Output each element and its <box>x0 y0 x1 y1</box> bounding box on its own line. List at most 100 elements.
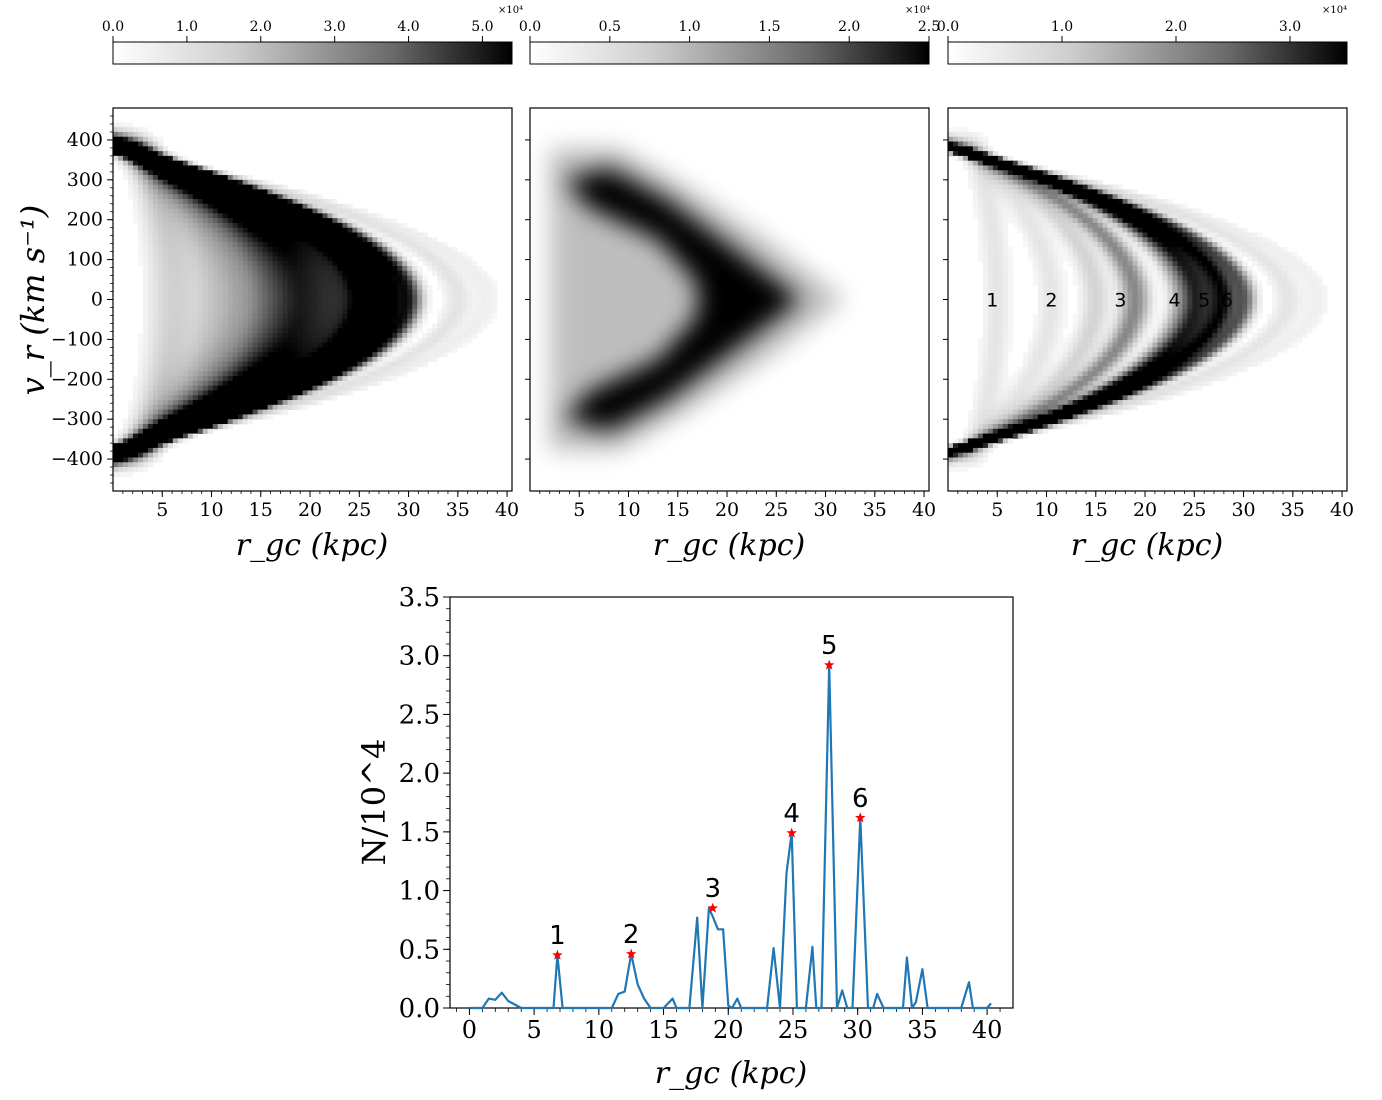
heatmap-cell <box>407 256 413 262</box>
heatmap-cell <box>1062 227 1069 233</box>
heatmap-cell <box>147 131 154 138</box>
heatmap-cell <box>982 347 989 353</box>
heatmap-cell <box>177 390 184 396</box>
heatmap-cell <box>477 328 483 334</box>
heatmap-cell <box>182 376 189 382</box>
heatmap-cell <box>427 304 433 310</box>
heatmap-cell <box>287 275 293 281</box>
heatmap-cell <box>322 237 328 243</box>
heatmap-cell <box>142 438 149 444</box>
heatmap-cell <box>217 218 224 224</box>
heatmap-cell <box>437 275 443 281</box>
heatmap-cell <box>1042 261 1049 267</box>
heatmap-cell <box>182 428 189 434</box>
heatmap-cell <box>987 227 994 233</box>
heatmap-cell <box>1077 328 1084 334</box>
heatmap-cell <box>282 371 288 377</box>
heatmap-cell <box>347 242 353 248</box>
heatmap-cell <box>1017 409 1024 415</box>
heatmap-cell <box>347 323 353 329</box>
x-tick-label: 40 <box>912 499 936 521</box>
heatmap-cell <box>217 337 224 343</box>
heatmap-cell <box>132 404 139 411</box>
heatmap-cell <box>997 328 1004 334</box>
heatmap-cell <box>247 184 254 190</box>
heatmap-cell <box>1047 323 1054 329</box>
heatmap-cell <box>1067 189 1074 195</box>
heatmap-cell <box>292 304 298 310</box>
heatmap-cell <box>142 304 149 310</box>
heatmap-cell <box>127 452 134 458</box>
heatmap-cell <box>212 280 219 286</box>
heatmap-cell <box>987 447 994 454</box>
heatmap-cell <box>227 227 234 233</box>
heatmap-cell <box>1122 213 1128 219</box>
heatmap-cell <box>152 165 159 171</box>
heatmap-cell <box>1042 213 1049 219</box>
heatmap-cell <box>1087 256 1094 262</box>
heatmap-cell <box>1037 213 1044 219</box>
heatmap-cell <box>1082 395 1089 401</box>
heatmap-cell <box>977 342 984 348</box>
heatmap-cell <box>212 423 219 430</box>
heatmap-cell <box>1092 299 1099 305</box>
heatmap-cell <box>1042 222 1049 229</box>
heatmap-cell <box>1047 179 1054 185</box>
heatmap-cell <box>282 246 288 253</box>
heatmap-cell <box>312 251 318 257</box>
heatmap-cell <box>1052 385 1059 391</box>
heatmap-cell <box>1062 423 1069 430</box>
heatmap-cell <box>147 385 154 391</box>
heatmap-cell <box>417 337 423 343</box>
heatmap-cell <box>137 170 144 176</box>
heatmap-cell <box>242 213 249 219</box>
heatmap-cell <box>322 356 328 363</box>
heatmap-cell <box>357 380 363 387</box>
heatmap-cell <box>142 165 149 171</box>
heatmap-cell <box>382 265 388 272</box>
heatmap-cell <box>1087 356 1094 363</box>
heatmap-cell <box>972 438 979 444</box>
heatmap-cell <box>332 380 338 387</box>
heatmap-cell <box>182 265 189 272</box>
heatmap-cell <box>182 337 189 343</box>
heatmap-cell <box>122 165 129 171</box>
heatmap-cell <box>392 318 398 324</box>
heatmap-cell <box>987 419 994 425</box>
heatmap-cell <box>302 342 308 348</box>
heatmap-cell <box>1052 184 1059 190</box>
heatmap-cell <box>272 256 278 262</box>
heatmap-cell <box>182 155 189 162</box>
heatmap-cell <box>157 337 164 343</box>
heatmap-cell <box>147 323 154 329</box>
heatmap-cell <box>232 404 239 411</box>
heatmap-cell <box>957 136 964 142</box>
heatmap-cell <box>252 237 259 243</box>
heatmap-cell <box>257 289 264 296</box>
heatmap-cell <box>1102 246 1108 253</box>
heatmap-cell <box>272 304 278 310</box>
heatmap-cell <box>157 275 164 281</box>
heatmap-cell <box>127 151 134 157</box>
heatmap-cell <box>1122 232 1128 238</box>
heatmap-cell <box>307 342 313 348</box>
heatmap-cell <box>1037 333 1044 339</box>
heatmap-cell <box>197 184 204 190</box>
heatmap-cell <box>142 131 149 138</box>
heatmap-cell <box>1027 352 1034 358</box>
heatmap-cell <box>307 323 313 329</box>
heatmap-cell <box>1032 400 1039 406</box>
heatmap-cell <box>342 347 348 353</box>
heatmap-cell <box>1057 208 1064 214</box>
heatmap-cell <box>977 356 984 363</box>
heatmap-cell <box>132 438 139 444</box>
heatmap-cell <box>282 390 288 396</box>
heatmap-cell <box>132 170 139 176</box>
heatmap-cell <box>432 242 438 248</box>
heatmap-cell <box>982 371 989 377</box>
heatmap-cell <box>1082 275 1089 281</box>
heatmap-cell <box>1047 289 1054 296</box>
heatmap-cell <box>407 285 413 291</box>
heatmap-cell <box>312 352 318 358</box>
heatmap-cell <box>202 179 209 185</box>
